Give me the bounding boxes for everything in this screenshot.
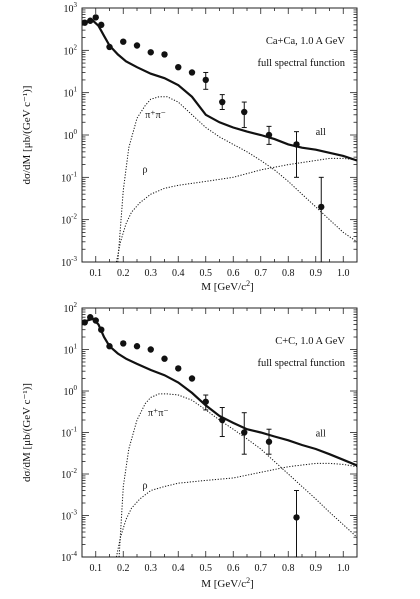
y-tick-label: 103 xyxy=(64,1,78,15)
annotation-method: full spectral function xyxy=(258,358,346,369)
y-tick-label: 10-1 xyxy=(61,426,77,440)
plot-area xyxy=(82,19,357,262)
data-point xyxy=(147,346,154,353)
x-axis-label: M [GeV/c2] xyxy=(201,576,254,590)
x-tick-label: 0.4 xyxy=(172,563,185,574)
y-tick-label: 100 xyxy=(64,128,78,142)
y-axis-label: dσ/dM [μb/(GeV c⁻¹)] xyxy=(21,383,33,482)
curve-label: π⁺π⁻ xyxy=(145,110,166,121)
data-point xyxy=(202,398,209,405)
y-tick-label: 100 xyxy=(64,384,78,398)
x-tick-label: 0.3 xyxy=(145,563,158,574)
data-point xyxy=(147,49,154,56)
x-tick-label: 0.6 xyxy=(227,268,240,279)
data-point xyxy=(219,98,226,106)
x-tick-label: 0.4 xyxy=(172,268,185,279)
y-tick-label: 10-4 xyxy=(61,550,77,564)
data-point xyxy=(133,42,141,49)
data-point xyxy=(293,514,300,521)
x-tick-label: 1.0 xyxy=(337,563,350,574)
series-line-all xyxy=(82,19,357,162)
x-tick-label: 0.1 xyxy=(90,268,103,279)
x-tick-label: 0.5 xyxy=(200,563,213,574)
series-line-pipi xyxy=(117,96,357,262)
data-point xyxy=(241,429,248,436)
series-line-rho xyxy=(115,462,357,557)
data-point xyxy=(219,416,226,424)
y-tick-label: 10-1 xyxy=(61,170,77,184)
y-tick-label: 10-2 xyxy=(61,467,77,481)
x-tick-label: 0.2 xyxy=(117,268,130,279)
curve-label: all xyxy=(316,429,326,440)
curve-label: ρ xyxy=(143,165,148,176)
x-tick-label: 0.9 xyxy=(310,563,323,574)
x-tick-label: 0.2 xyxy=(117,563,130,574)
curve-label: all xyxy=(316,127,326,138)
data-point xyxy=(81,319,88,326)
y-tick-label: 101 xyxy=(64,86,78,100)
x-tick-label: 0.3 xyxy=(145,268,158,279)
data-point xyxy=(293,141,300,148)
x-tick-label: 0.9 xyxy=(310,268,323,279)
data-point xyxy=(92,317,99,324)
x-tick-label: 0.8 xyxy=(282,563,295,574)
chart-panel-2: 0.1 0.2 0.3 0.4 0.5 0.6 0.7 0.8 0.9 1.0 102 101 100 1… xyxy=(21,301,358,590)
data-point xyxy=(265,438,273,445)
data-point xyxy=(98,326,105,333)
chart-panel-1: 0.1 0.2 0.3 0.4 0.5 0.6 0.7 0.8 0.9 1.0 103 102 101 1… xyxy=(21,1,358,293)
data-point xyxy=(188,69,196,76)
x-tick-label: 0.8 xyxy=(282,268,295,279)
data-point xyxy=(81,19,88,26)
data-point xyxy=(202,76,209,84)
data-point xyxy=(120,340,127,347)
annotation-method: full spectral function xyxy=(258,58,346,69)
y-tick-label: 101 xyxy=(64,343,78,357)
data-point xyxy=(265,131,273,139)
data-point xyxy=(106,43,113,51)
data-point xyxy=(188,375,196,382)
data-point xyxy=(175,63,182,71)
x-tick-label: 0.7 xyxy=(255,563,268,574)
y-tick-label: 102 xyxy=(64,301,78,315)
data-point xyxy=(241,108,248,116)
annotation-system: Ca+Ca, 1.0 A GeV xyxy=(266,36,346,47)
data-point xyxy=(98,21,105,29)
curve-label: ρ xyxy=(143,480,148,491)
y-tick-label: 10-2 xyxy=(61,213,77,227)
plot-area xyxy=(82,317,357,557)
data-point xyxy=(106,343,113,350)
data-point xyxy=(318,203,325,211)
x-axis-label: M [GeV/c2] xyxy=(201,279,254,293)
x-tick-label: 1.0 xyxy=(337,268,350,279)
series-line-rho xyxy=(115,157,357,262)
data-point xyxy=(120,38,127,45)
x-tick-label: 0.7 xyxy=(255,268,268,279)
data-point xyxy=(87,17,94,24)
annotation-system: C+C, 1.0 A GeV xyxy=(275,336,345,347)
y-tick-label: 10-3 xyxy=(61,509,77,523)
data-point xyxy=(133,343,141,350)
data-point xyxy=(161,355,168,362)
x-tick-label: 0.1 xyxy=(90,563,103,574)
data-point xyxy=(87,314,94,321)
y-tick-label: 10-3 xyxy=(61,255,77,269)
data-point xyxy=(92,14,99,21)
data-point xyxy=(175,365,182,372)
y-axis-label: dσ/dM [μb/(GeV c⁻¹)] xyxy=(21,86,33,185)
x-tick-label: 0.5 xyxy=(200,268,213,279)
series-line-all xyxy=(82,317,357,467)
x-tick-label: 0.6 xyxy=(227,563,240,574)
curve-label: π⁺π⁻ xyxy=(148,408,169,419)
data-point xyxy=(161,51,168,58)
y-tick-label: 102 xyxy=(64,43,78,57)
